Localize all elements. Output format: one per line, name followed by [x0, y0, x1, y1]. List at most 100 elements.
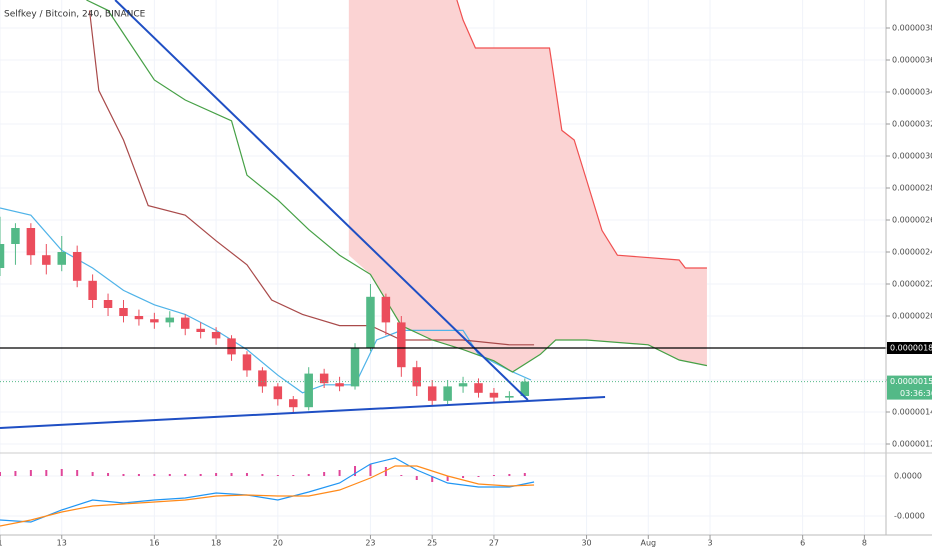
- candle-body: [505, 396, 514, 398]
- candle-body: [350, 348, 360, 387]
- macd-histogram-bar: [60, 469, 63, 476]
- macd-histogram-bar: [323, 472, 326, 476]
- y-tick-label: 0.00000140: [892, 408, 932, 417]
- macd-histogram-bar: [168, 474, 171, 476]
- y-tick-label: 0.00000360: [892, 56, 932, 65]
- x-tick-label: 6: [800, 539, 805, 548]
- axes: 0.000001200.000001400.000001600.00000180…: [0, 24, 932, 548]
- macd-histogram-bar: [45, 470, 48, 476]
- macd-histogram-bar: [292, 475, 295, 476]
- trendline: [0, 395, 606, 429]
- candle-body: [196, 328, 205, 332]
- y-tick-label: 0.00000260: [892, 216, 932, 225]
- candle-body: [366, 296, 375, 348]
- macd-histogram-bar: [153, 474, 156, 476]
- y-tick-label: 0.00000320: [892, 120, 932, 129]
- candle-body: [134, 316, 144, 320]
- candle-body: [0, 244, 5, 268]
- macd-histogram-bar: [0, 472, 1, 476]
- candle-body: [42, 255, 51, 265]
- macd-histogram-bar: [91, 472, 94, 476]
- candle-body: [412, 367, 422, 387]
- candle-body: [381, 296, 391, 323]
- price-countdown: 03:36:36: [900, 389, 932, 398]
- x-tick-label: 1: [0, 539, 3, 548]
- x-tick-label: 18: [211, 539, 221, 548]
- x-tick-label: 27: [489, 539, 499, 548]
- y-tick-label: 0.00000300: [892, 152, 932, 161]
- x-tick-label: 20: [273, 539, 283, 548]
- macd-histogram-bar: [354, 466, 357, 476]
- macd-histogram-bar: [400, 475, 403, 476]
- candle-body: [520, 381, 530, 396]
- y-tick-label: 0.00000120: [892, 440, 932, 449]
- candle-body: [319, 373, 329, 384]
- macd-histogram-bar: [245, 473, 248, 476]
- x-tick-label: Aug: [640, 539, 656, 548]
- y-tick-label: 0.00000220: [892, 280, 932, 289]
- macd-histogram-bar: [184, 474, 187, 476]
- macd-histogram-bar: [384, 467, 387, 476]
- indicator-line: [0, 207, 532, 394]
- candle-body: [273, 386, 283, 400]
- macd-histogram-bar: [369, 464, 372, 476]
- candle-body: [474, 383, 483, 393]
- candle-body: [180, 317, 190, 329]
- macd-histogram-bar: [431, 476, 434, 482]
- macd-histogram-bar: [508, 474, 511, 476]
- candle-body: [227, 338, 236, 355]
- candle-body: [119, 308, 128, 316]
- indicator-line: [88, 10, 535, 346]
- candle-body: [258, 370, 267, 387]
- macd-histogram-bar: [477, 476, 480, 477]
- candle-body: [72, 252, 82, 281]
- macd-line: [0, 457, 535, 523]
- macd-histogram-bar: [446, 476, 449, 481]
- candle-body: [11, 228, 20, 244]
- macd-pane: [0, 457, 535, 527]
- macd-histogram-bar: [215, 473, 218, 476]
- ichimoku-cloud: [348, 0, 707, 372]
- indicator-line: [456, 0, 707, 269]
- macd-histogram-bar: [338, 470, 341, 476]
- candle-body: [304, 373, 313, 408]
- macd-histogram-bar: [137, 474, 140, 476]
- x-tick-label: 23: [365, 539, 375, 548]
- candle-body: [165, 317, 175, 323]
- macd-histogram-bar: [76, 470, 79, 476]
- candle-body: [211, 332, 221, 339]
- macd-histogram-bar: [261, 474, 264, 476]
- candle-body: [335, 383, 344, 387]
- trendline: [114, 0, 529, 401]
- y-tick-label: 0.00000380: [892, 24, 932, 33]
- macd-histogram-bar: [199, 474, 202, 476]
- macd-histogram-bar: [29, 470, 32, 476]
- price-label: 0.00000159: [890, 377, 932, 386]
- macd-histogram-bar: [415, 476, 418, 480]
- candle-body: [150, 319, 159, 323]
- macd-tick-label: 0.0000: [894, 472, 922, 481]
- candle-body: [443, 386, 452, 401]
- macd-histogram-bar: [492, 475, 495, 476]
- candle-body: [242, 354, 252, 371]
- x-tick-label: 13: [57, 539, 67, 548]
- macd-histogram-bar: [462, 476, 465, 478]
- macd-histogram-bar: [14, 471, 17, 476]
- signal-line: [0, 465, 535, 527]
- macd-tick-label: -0.0000: [894, 512, 925, 521]
- candle-body: [103, 300, 113, 308]
- macd-histogram-bar: [523, 473, 526, 476]
- chart-title: Selfkey / Bitcoin, 240, BINANCE: [4, 10, 146, 20]
- price-label-box: [887, 375, 932, 400]
- x-tick-label: 25: [427, 539, 437, 548]
- candle-body: [88, 280, 97, 300]
- macd-histogram-bar: [307, 474, 310, 476]
- price-pane: [0, 0, 886, 429]
- macd-histogram-bar: [230, 473, 233, 476]
- candle-body: [458, 383, 468, 387]
- candle-body: [489, 392, 499, 398]
- level-label-box: [887, 342, 932, 354]
- x-tick-label: 8: [862, 539, 867, 548]
